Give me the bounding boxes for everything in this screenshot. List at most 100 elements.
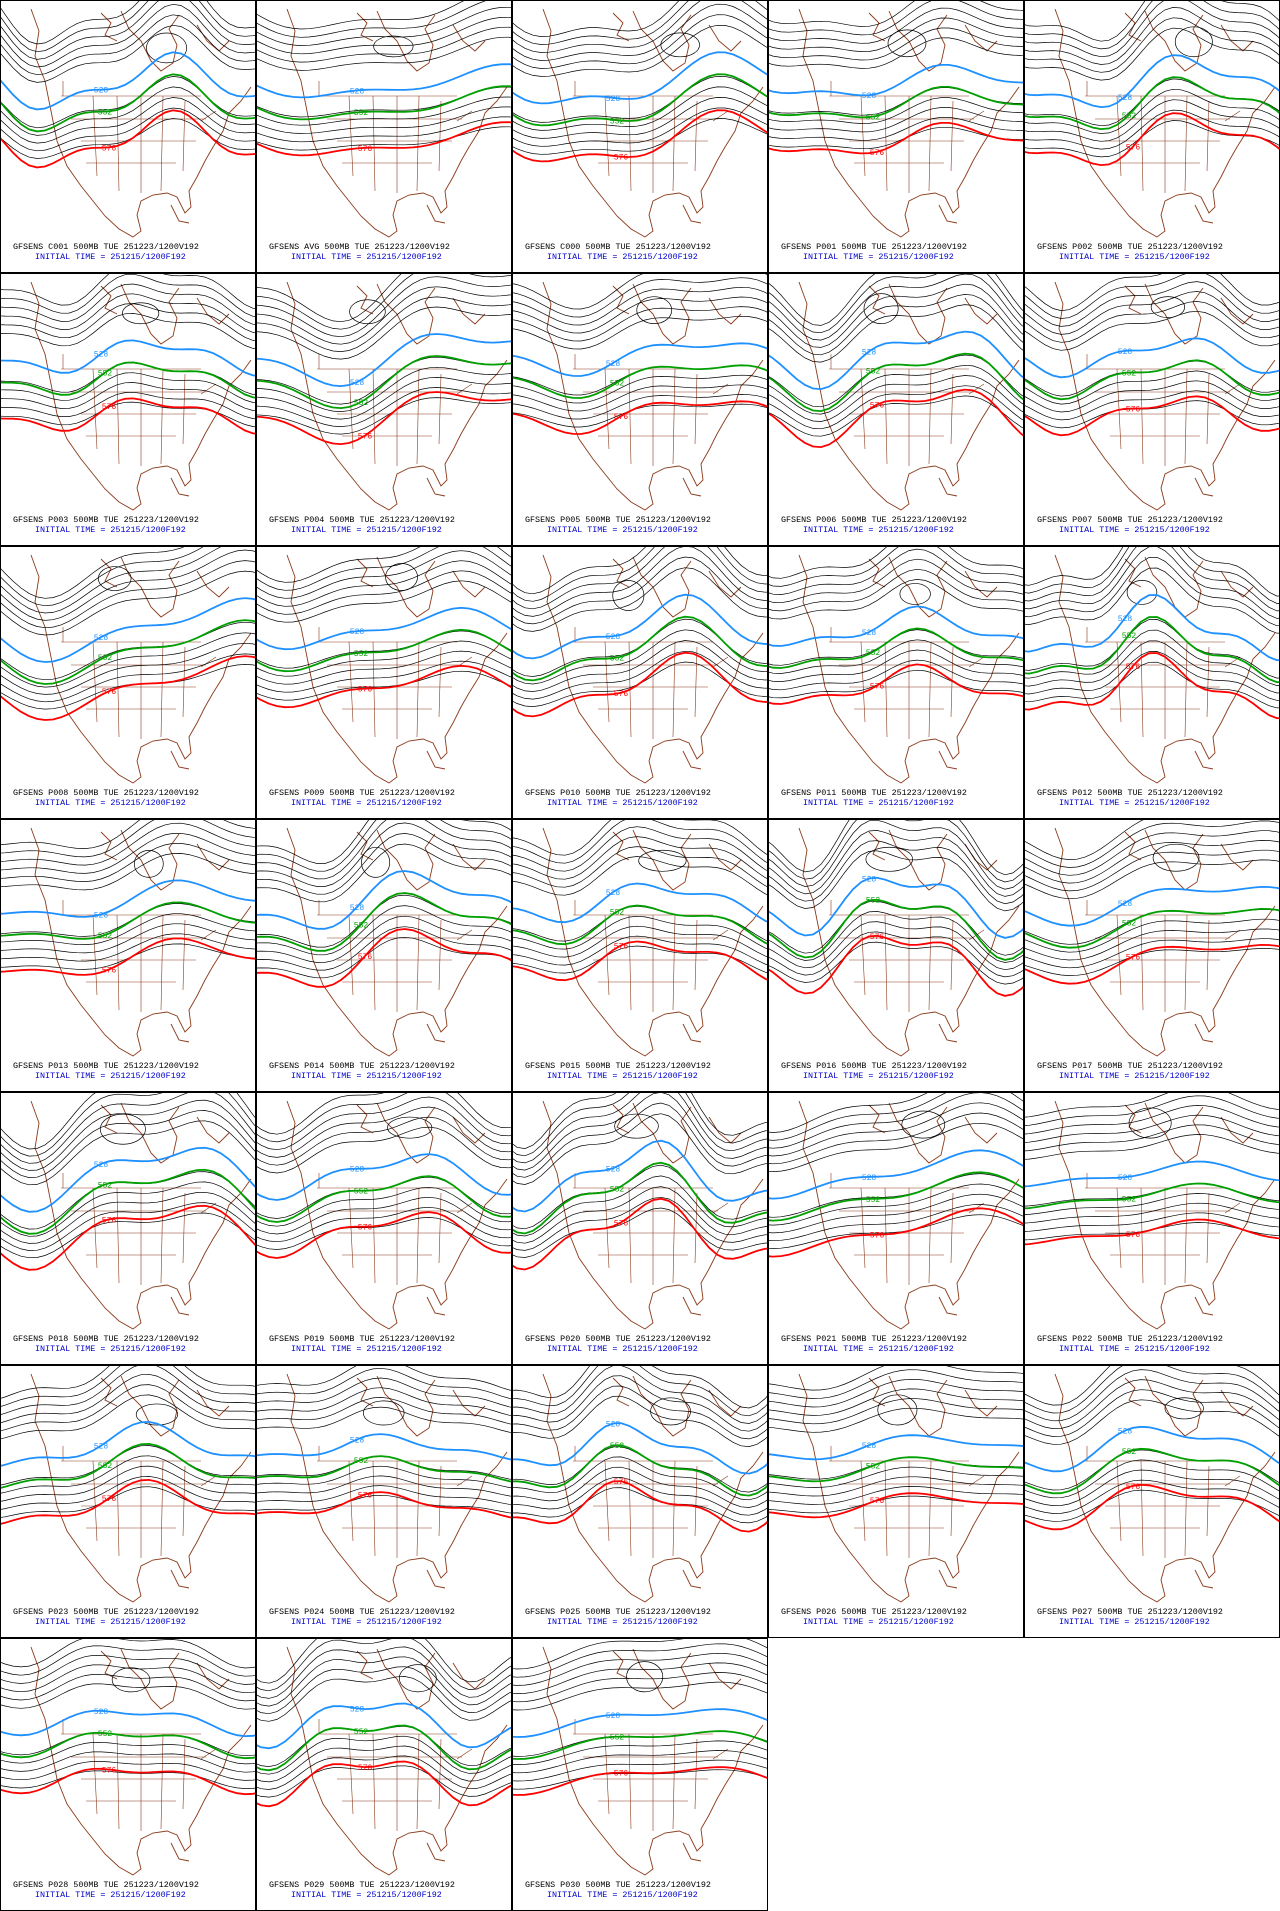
contour-line: [1, 274, 255, 317]
map-panel: 528 552 576 GFSENS P013 500MB TUE 251223/12…: [0, 819, 256, 1092]
contour-line: [1025, 7, 1279, 65]
label-bg: [1033, 1331, 1233, 1355]
contour-line: [1025, 1366, 1279, 1406]
panel-subtitle: INITIAL TIME = 251215/1200F192: [35, 1071, 186, 1081]
contour-line: [1025, 27, 1279, 81]
panel-subtitle: INITIAL TIME = 251215/1200F192: [1059, 525, 1210, 535]
contour-line: [1, 1761, 255, 1781]
panel-subtitle: INITIAL TIME = 251215/1200F192: [547, 1071, 698, 1081]
contour-line: [769, 283, 1023, 348]
low-center: [99, 1113, 146, 1145]
highlight-contour: [257, 892, 511, 952]
contour-line: [769, 274, 1023, 334]
contour-line: [513, 86, 767, 131]
contour-line: [769, 639, 1023, 674]
contour-line: [1, 943, 255, 970]
state-borders: [61, 1173, 217, 1285]
map: 528 552 576 GFSENS P002 500MB TUE 251223/12…: [1025, 1, 1279, 263]
state-borders: [1085, 1446, 1241, 1558]
label-bg: [777, 1604, 977, 1628]
low-center: [1174, 26, 1213, 58]
label-bg: [1033, 1058, 1233, 1082]
state-borders: [1085, 81, 1241, 193]
map: 528 552 576 GFSENS P030 500MB TUE 251223/12…: [513, 1639, 767, 1901]
contour-label: 552: [610, 380, 625, 389]
contour-line: [1025, 547, 1279, 597]
highlight-contour: [1, 339, 255, 377]
highlight-contour: [1, 619, 255, 685]
contour-label: 576: [614, 154, 629, 163]
highlight-contour: [769, 122, 1023, 155]
highlight-contour: [257, 1433, 511, 1461]
coastline: [798, 827, 1020, 1057]
highlight-contour: [1025, 112, 1279, 167]
highlight-contour: [1, 109, 255, 169]
panel-subtitle: INITIAL TIME = 251215/1200F192: [803, 1071, 954, 1081]
contour-line: [257, 1, 464, 30]
highlight-contour: [1, 1442, 255, 1489]
contour-line: [513, 118, 767, 155]
contour-label: 576: [870, 1232, 885, 1241]
map-panel: 528 552 576 GFSENS P011 500MB TUE 251223/12…: [768, 546, 1024, 819]
panel-subtitle: INITIAL TIME = 251215/1200F192: [35, 525, 186, 535]
map-panel: 528 552 576 GFSENS P023 500MB TUE 251223/12…: [0, 1365, 256, 1638]
contour-line: [769, 649, 1023, 682]
highlight-contour: [513, 1197, 767, 1271]
contour-line: [257, 1745, 511, 1783]
highlight-contour: [769, 1434, 1023, 1461]
highlight-contour: [257, 355, 511, 410]
contour-line: [1025, 651, 1279, 701]
contour-label: 528: [606, 889, 621, 898]
contour-line: [257, 1735, 511, 1775]
coastline: [30, 281, 252, 511]
panel-title: GFSENS P027 500MB TUE 251223/1200V192: [1037, 1607, 1223, 1617]
contour-line: [257, 560, 511, 607]
highlight-contour: [513, 1444, 767, 1497]
low-center: [135, 1403, 179, 1426]
map: 528 552 576 GFSENS P005 500MB TUE 251223/12…: [513, 274, 767, 536]
panel-title: GFSENS P008 500MB TUE 251223/1200V192: [13, 788, 199, 798]
contour-label: 528: [606, 360, 621, 369]
contour-line: [513, 1652, 767, 1686]
contour-line: [513, 1477, 767, 1516]
label-bg: [521, 512, 721, 536]
contour-line: [513, 856, 767, 896]
state-borders: [317, 1719, 473, 1831]
label-bg: [265, 1058, 465, 1082]
contour-line: [1025, 1366, 1279, 1414]
highlight-contour: [1025, 76, 1279, 131]
highlight-contour: [513, 1730, 767, 1760]
contour-line: [769, 1193, 1023, 1234]
contour-line: [257, 1656, 511, 1707]
highlight-contour: [257, 333, 511, 388]
panel-subtitle: INITIAL TIME = 251215/1200F192: [803, 252, 954, 262]
contour-label: 528: [862, 92, 877, 101]
contour-line: [1, 1751, 255, 1773]
contour-line: [1025, 928, 1279, 961]
contour-line: [1025, 99, 1279, 142]
contour-line: [513, 1093, 767, 1149]
contour-line: [769, 1122, 1023, 1172]
label-bg: [9, 512, 209, 536]
panel-title: GFSENS P025 500MB TUE 251223/1200V192: [525, 1607, 711, 1617]
label-bg: [777, 512, 977, 536]
contour-line: [769, 820, 1023, 890]
panel-subtitle: INITIAL TIME = 251215/1200F192: [291, 1071, 442, 1081]
highlight-contour: [257, 63, 511, 99]
contour-line: [257, 1666, 511, 1715]
map: 528 552 576 GFSENS P015 500MB TUE 251223/12…: [513, 820, 767, 1082]
contour-line: [513, 547, 767, 602]
contour-label: 576: [102, 1495, 117, 1504]
contour-label: 552: [866, 1463, 881, 1472]
panel-subtitle: INITIAL TIME = 251215/1200F192: [291, 525, 442, 535]
state-borders: [1085, 354, 1241, 466]
state-borders: [829, 1446, 985, 1558]
label-bg: [265, 239, 465, 263]
contour-line: [513, 826, 767, 872]
map: 528 552 576 GFSENS P024 500MB TUE 251223/12…: [257, 1366, 511, 1628]
panel-title: GFSENS P017 500MB TUE 251223/1200V192: [1037, 1061, 1223, 1071]
label-bg: [9, 1604, 209, 1628]
contour-line: [1025, 1, 1279, 58]
contour-line: [1025, 859, 1279, 900]
contour-line: [257, 116, 511, 143]
